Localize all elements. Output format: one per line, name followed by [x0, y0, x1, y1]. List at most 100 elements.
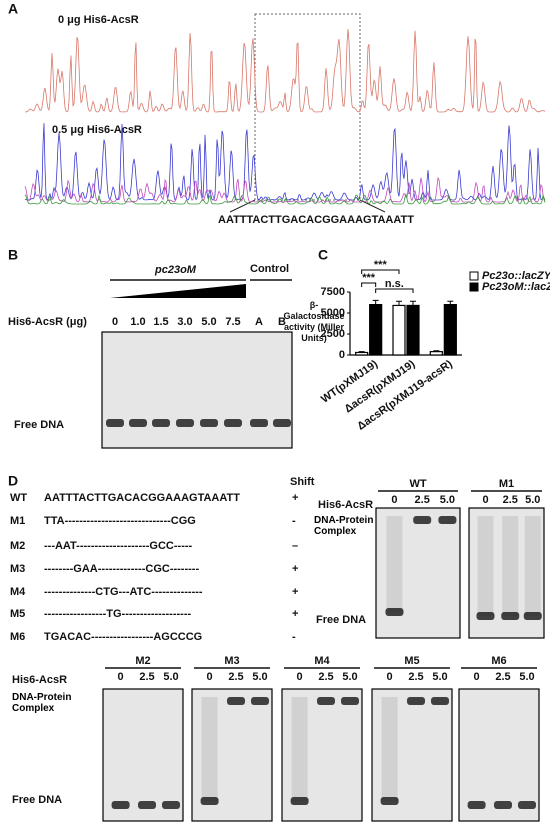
mutant-sequence: ---AAT--------------------GCC-----: [44, 540, 193, 552]
free-label: Free DNA: [12, 794, 62, 806]
band: [476, 612, 495, 620]
band: [518, 801, 536, 809]
band: [129, 419, 147, 427]
band: [341, 697, 359, 705]
band: [467, 801, 486, 809]
lane-label: 5.0: [525, 494, 540, 506]
gradient-wedge: [110, 284, 246, 298]
gel-title: M3: [224, 655, 239, 667]
protein-label: His6-AcsR: [12, 674, 67, 686]
gel-title: WT: [409, 478, 426, 490]
bar: [392, 304, 406, 356]
mutant-name: M4: [10, 586, 26, 598]
error-bar: [372, 299, 379, 305]
bar: [443, 304, 457, 356]
y-axis-title: β-Galactosidase activity (Miller Units): [283, 300, 345, 343]
gel: [101, 331, 293, 449]
legend-swatch: [469, 282, 479, 292]
band: [251, 697, 269, 705]
shift: -: [292, 631, 296, 643]
smear: [477, 516, 494, 616]
free-label: Free DNA: [316, 614, 366, 626]
shift: -: [292, 515, 296, 527]
lane-label: 1.0: [130, 316, 145, 328]
lane-label: 0: [112, 316, 118, 328]
sig-label: ***: [374, 259, 388, 271]
lane-label: 0: [391, 494, 397, 506]
band: [138, 801, 156, 809]
lane-label: 7.5: [225, 316, 240, 328]
gel-title: M2: [135, 655, 150, 667]
lane-label: 5.0: [163, 671, 178, 683]
shift: +: [292, 586, 298, 598]
mutant-sequence: -----------------TG-------------------: [44, 608, 191, 620]
trace: [24, 176, 546, 203]
gel-title: M1: [499, 478, 514, 490]
row-label: His6-AcsR (μg): [8, 316, 87, 328]
gel-title: M5: [404, 655, 419, 667]
mutant-name: M1: [10, 515, 25, 527]
panel-label: B: [8, 247, 18, 263]
lane-label: 5.0: [440, 494, 455, 506]
control: Control: [250, 263, 289, 275]
band: [227, 697, 245, 705]
band: [162, 801, 180, 809]
mutant-sequence: --------GAA-------------CGC--------: [44, 563, 199, 575]
legend-swatch: [469, 271, 479, 281]
smear: [524, 516, 541, 616]
sig-label: n.s.: [385, 278, 404, 290]
legend-label: Pc23o::lacZY: [482, 270, 550, 282]
y-tick-label: 0: [339, 349, 345, 361]
trace-label: 0 μg His6-AcsR: [58, 14, 139, 26]
y-axis-title-text: β-Galactosidase activity (Miller Units): [283, 300, 345, 343]
band: [273, 419, 291, 427]
error-bar: [433, 350, 440, 352]
lane-label: 3.0: [177, 316, 192, 328]
band: [200, 419, 218, 427]
band: [438, 516, 457, 524]
y-tick-label: 7500: [321, 286, 345, 298]
complex-text: DNA-Protein Complex: [314, 515, 374, 537]
shift: –: [292, 540, 298, 552]
mutant-sequence: TTA-----------------------------CGG: [44, 515, 196, 527]
smear: [291, 697, 308, 801]
gel: [458, 688, 540, 822]
band: [523, 612, 542, 620]
trace: [24, 193, 546, 205]
mutant-sequence: TGACAC-----------------AGCCCG: [44, 631, 202, 643]
bar: [429, 351, 443, 356]
shift: +: [292, 492, 298, 504]
shift: +: [292, 608, 298, 620]
error-bar: [410, 300, 416, 306]
lane-label: 0: [207, 671, 213, 683]
promoter: pc23oM: [154, 264, 197, 276]
band: [250, 419, 268, 427]
error-bar: [358, 351, 365, 353]
shift: +: [292, 563, 298, 575]
sig-bracket: [361, 282, 377, 287]
panel-label: A: [8, 1, 18, 17]
band: [407, 697, 425, 705]
bar: [355, 351, 369, 356]
lane-label: B: [278, 316, 286, 328]
panel-label: C: [318, 247, 328, 263]
mutant-name: M6: [10, 631, 25, 643]
lane-label: 2.5: [495, 671, 510, 683]
lane-label: 2.5: [408, 671, 423, 683]
band: [224, 419, 242, 427]
mutant-name: M5: [10, 608, 25, 620]
lane-label: 5.0: [342, 671, 357, 683]
lane-label: 5.0: [252, 671, 267, 683]
footprint-box: [254, 13, 361, 201]
smear: [502, 516, 519, 616]
bar: [369, 304, 383, 356]
mutant-name: WT: [10, 492, 27, 504]
sig-bracket: [375, 288, 414, 293]
trace-label: 0.5 μg His6-AcsR: [52, 124, 142, 136]
mutant-sequence: AATTTACTTGACACGGAAAGTAAATT: [44, 492, 240, 504]
mutant-name: M3: [10, 563, 25, 575]
lane-label: 2.5: [503, 494, 518, 506]
legend-label: Pc23oM::lacZY: [482, 281, 550, 293]
lane-label: A: [255, 316, 263, 328]
